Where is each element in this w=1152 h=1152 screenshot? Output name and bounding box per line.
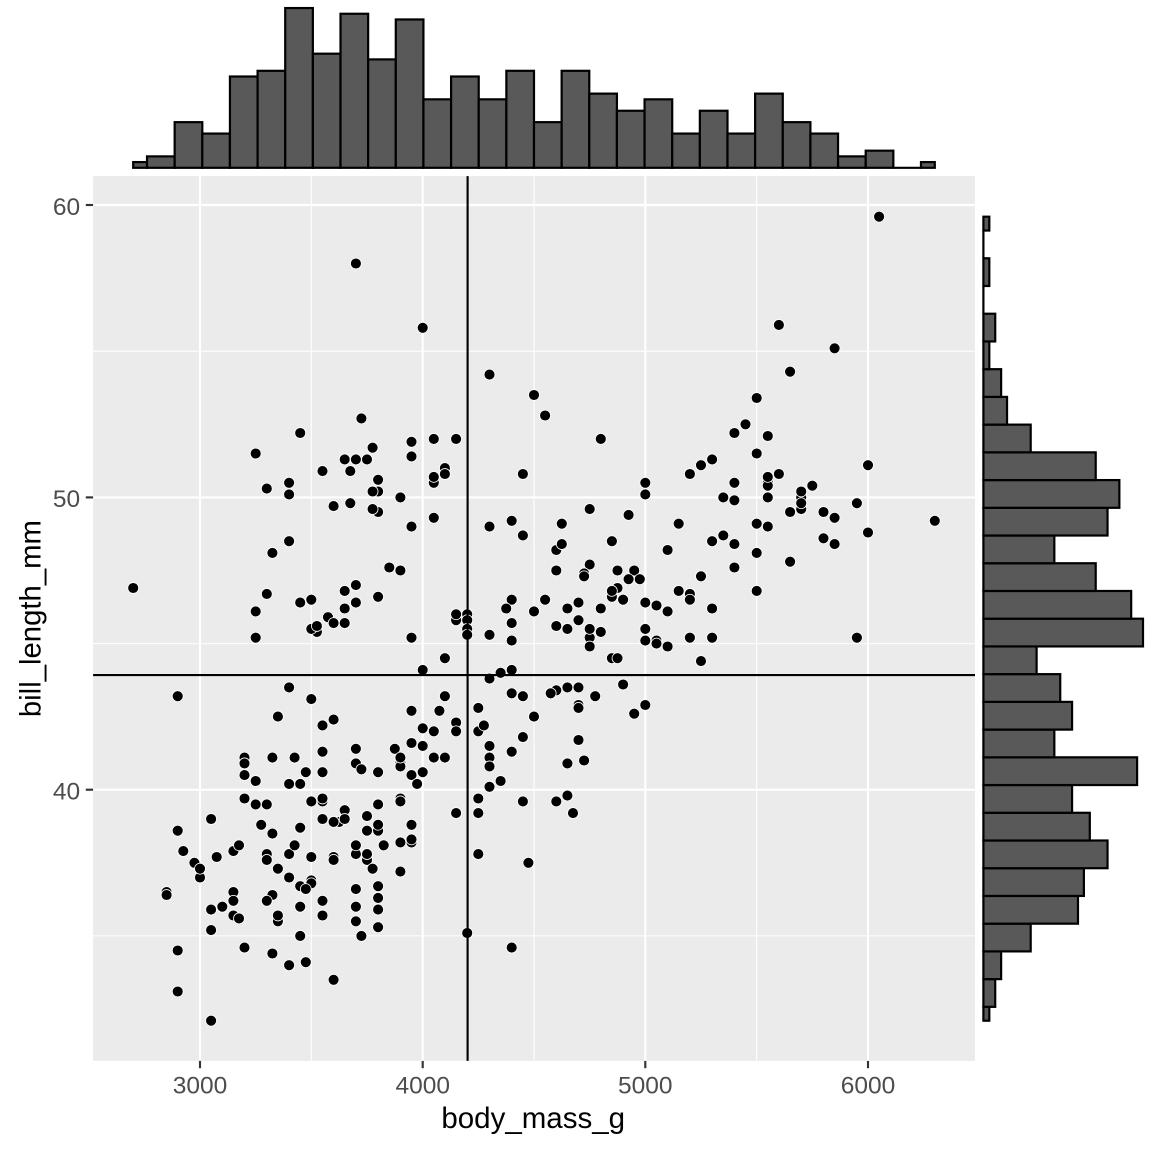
svg-text:4000: 4000: [395, 1073, 450, 1100]
svg-text:60: 60: [53, 194, 80, 221]
svg-text:body_mass_g: body_mass_g: [441, 1102, 625, 1135]
svg-text:50: 50: [53, 486, 80, 513]
svg-text:5000: 5000: [618, 1073, 673, 1100]
svg-text:3000: 3000: [173, 1073, 228, 1100]
svg-text:40: 40: [53, 779, 80, 806]
svg-text:bill_length_mm: bill_length_mm: [15, 520, 48, 717]
svg-text:6000: 6000: [841, 1073, 896, 1100]
